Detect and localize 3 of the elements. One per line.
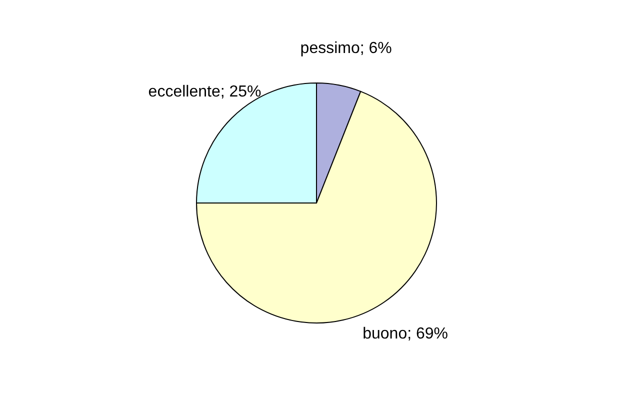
slice-label: eccellente; 25%	[148, 83, 262, 100]
slice-label: pessimo; 6%	[300, 40, 392, 57]
slice-label: buono; 69%	[362, 326, 448, 343]
